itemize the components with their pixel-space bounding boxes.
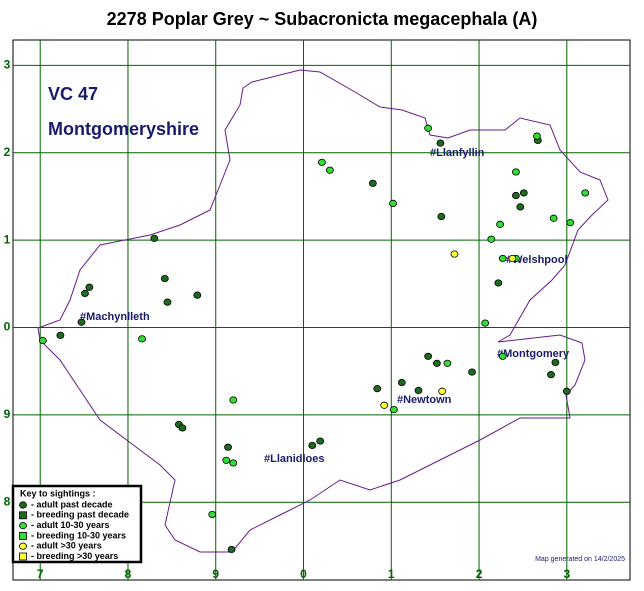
place-label: #Newtown [397,394,452,406]
sighting-dot [318,158,326,166]
sighting-dot [498,254,507,263]
sighting-dot [368,179,377,187]
sighting-dot [77,318,86,326]
legend-swatch [19,521,27,530]
sighting-dot [496,220,505,228]
x-tick-label: 1 [388,567,395,581]
legend-label: - adult 10-30 years [31,520,110,530]
sighting-dot [308,441,317,450]
legend-swatch [19,552,27,561]
sighting-dot [414,386,423,394]
sighting-dot [163,298,172,306]
sighting-dot [566,219,575,227]
place-label: #Llanidloes [264,453,325,465]
legend-label: - adult past decade [31,499,113,509]
legend-label: - adult >30 years [31,541,102,551]
sighting-dot [229,459,238,467]
sighting-dot [222,456,231,464]
sighting-dot [508,254,517,263]
sighting-dot [494,279,503,287]
legend-swatch [19,511,27,520]
sighting-dot [325,166,334,174]
sighting-dot [438,387,447,395]
sighting-dot [424,124,433,132]
sighting-dot [498,352,507,360]
legend-box [11,484,143,564]
x-tick-label: 9 [212,567,219,581]
x-tick-label: 0 [300,567,307,581]
sighting-dot [487,235,496,243]
sighting-dot [81,289,89,297]
x-tick-label: 7 [37,567,44,581]
sightings [38,124,590,554]
footer-note: Map generated on 14/2/2025 [535,556,625,563]
sighting-dot [562,387,571,395]
y-tick-label: 0 [4,320,11,334]
sighting-dot [178,424,187,432]
place-label: #Llanfyllin [430,147,485,159]
sighting-dot [512,168,520,176]
sighting-dot [224,443,232,451]
sighting-dot [519,189,528,197]
sighting-dot [433,359,441,367]
sighting-dot [450,250,459,258]
sighting-dot [547,371,555,379]
county-boundary [37,69,609,553]
map-title: 2278 Poplar Grey ~ Subacronicta megaceph… [107,9,538,29]
legend-swatch [19,532,27,540]
place-label: #Montgomery [497,348,570,360]
region-code: VC 47 [48,84,98,104]
legend-swatch [19,501,27,509]
sighting-dot [380,401,389,409]
map-frame [12,39,631,581]
sighting-dot [533,132,541,140]
sighting-dot [436,139,445,147]
sighting-dot [160,274,169,283]
x-tick-label: 2 [476,567,483,581]
sighting-dot [56,331,65,339]
x-tick-label: 8 [125,567,132,581]
sighting-dot [390,406,398,414]
sighting-dot [193,291,202,299]
sighting-dot [551,358,560,367]
sighting-dot [397,378,406,387]
sighting-dot [581,189,590,197]
sighting-dot [468,368,476,376]
sighting-dot [424,352,433,360]
sighting-dot [38,336,47,345]
y-tick-label: 3 [4,58,11,72]
sighting-dot [516,203,525,211]
sighting-dot [150,234,159,242]
region-name: Montgomeryshire [48,119,199,139]
sighting-dot [208,510,217,519]
place-label: #Machynlleth [80,311,150,323]
legend-swatch [19,542,27,550]
sighting-dot [85,283,94,291]
legend-label: - breeding >30 years [31,551,118,561]
legend-title: Key to sightings : [20,488,96,498]
y-tick-label: 8 [4,494,11,508]
sighting-dot [227,545,236,554]
x-tick-label: 3 [563,567,570,581]
sighting-dot [549,214,558,222]
y-tick-label: 9 [4,407,11,421]
sighting-dot [481,319,490,327]
sighting-dot [512,191,520,200]
sighting-dot [138,335,146,343]
y-tick-label: 1 [4,232,11,246]
legend-label: - breeding 10-30 years [31,530,126,540]
y-tick-label: 2 [4,145,11,159]
legend-label: - breeding past decade [31,510,129,520]
sighting-dot [373,385,382,393]
place-label: #Welshpool [506,254,568,266]
sighting-dot [437,212,446,221]
sighting-dot [443,359,452,367]
legend: - adult past decade- breeding past decad… [19,499,129,561]
sighting-dot [316,437,325,445]
sighting-dot [229,396,238,404]
sighting-dot [389,199,397,207]
